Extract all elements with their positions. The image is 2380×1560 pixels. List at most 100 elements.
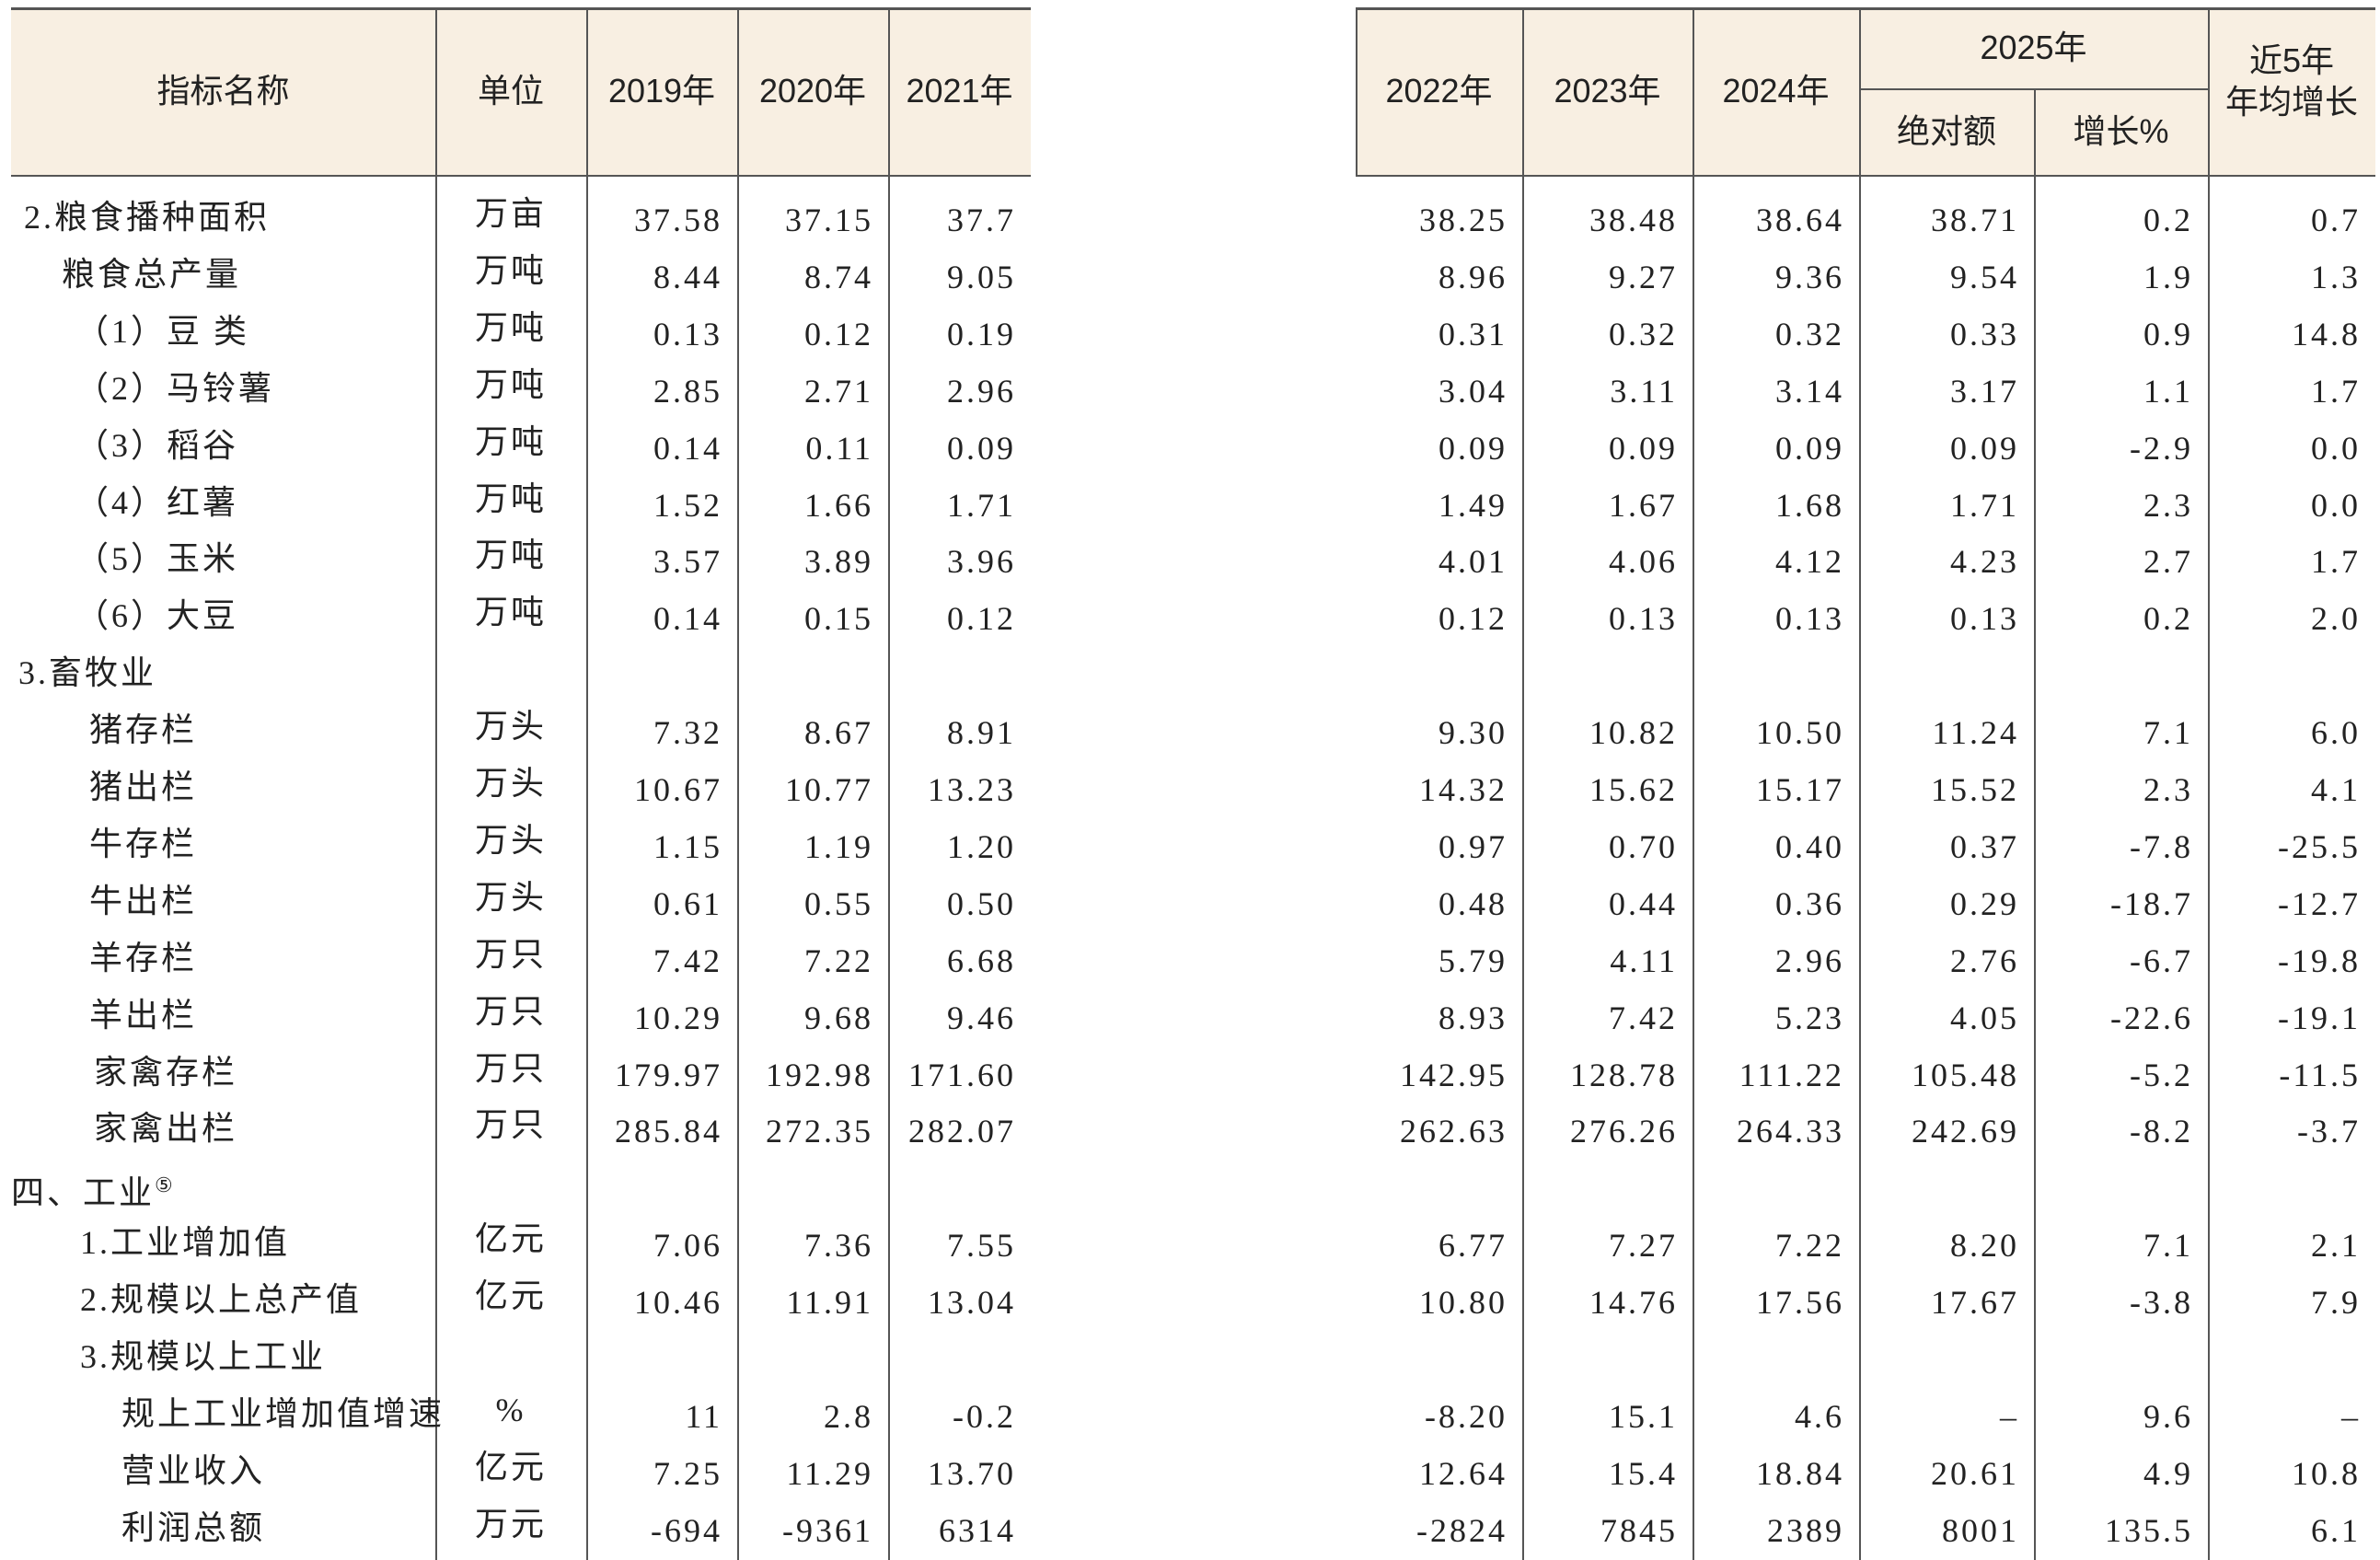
row-value: 5.79 — [1438, 942, 1508, 979]
row-value: 2.8 — [824, 1397, 873, 1435]
row-value: 13.23 — [928, 771, 1016, 808]
row-value: 6.0 — [2311, 714, 2361, 752]
row-value: -18.7 — [2110, 884, 2193, 922]
row-value: 11 — [685, 1397, 722, 1435]
row-value: -19.8 — [2278, 942, 2361, 979]
row-value: 7.25 — [653, 1454, 722, 1492]
row-unit: 万头 — [474, 821, 547, 859]
row-value: -19.1 — [2278, 999, 2361, 1036]
column-line — [1356, 7, 1358, 175]
row-unit: 万只 — [474, 1106, 547, 1144]
row-value: 2.0 — [2311, 600, 2361, 638]
row-value: 3.57 — [653, 543, 722, 581]
row-value: 282.07 — [908, 1113, 1016, 1150]
row-value: 7.06 — [653, 1227, 722, 1265]
row-name: （6）大豆 — [75, 597, 239, 635]
row-value: 11.24 — [1932, 714, 2019, 752]
row-value: 0.61 — [653, 884, 722, 922]
row-name: （1）豆 类 — [75, 312, 250, 350]
row-value: 10.82 — [1589, 714, 1678, 752]
row-value: 15.62 — [1589, 771, 1678, 808]
row-name: 猪存栏 — [89, 711, 198, 749]
row-value: 8.67 — [804, 714, 873, 752]
row-value: 6.68 — [947, 942, 1016, 979]
row-value: 0.13 — [1609, 600, 1678, 638]
row-value: 38.25 — [1419, 202, 1508, 238]
row-unit: 亿元 — [474, 1277, 547, 1315]
row-value: 2.7 — [2143, 543, 2193, 581]
top-rule — [11, 7, 1031, 10]
row-value: 1.71 — [1950, 486, 2019, 524]
column-line — [737, 7, 739, 1560]
row-value: 0.11 — [805, 429, 873, 467]
header-year: 2020年 — [758, 72, 867, 110]
row-name: 猪出栏 — [89, 768, 198, 805]
row-value: 10.29 — [634, 999, 722, 1036]
footnote-mark: ⑤ — [155, 1173, 176, 1197]
row-value: 11.91 — [786, 1284, 873, 1322]
row-value: 1.7 — [2311, 543, 2361, 581]
row-value: 7.42 — [653, 942, 722, 979]
row-value: 7.42 — [1609, 999, 1678, 1036]
row-name: 牛出栏 — [89, 882, 198, 919]
row-value: 242.69 — [1912, 1113, 2019, 1150]
row-name: 牛存栏 — [89, 825, 198, 862]
row-value: 14.8 — [2292, 315, 2361, 352]
row-value: 9.6 — [2143, 1397, 2193, 1435]
row-value: 6.1 — [2311, 1511, 2361, 1549]
row-value: 0.14 — [653, 429, 722, 467]
row-value: 10.77 — [785, 771, 873, 808]
row-value: 0.37 — [1950, 827, 2019, 865]
row-value: 1.67 — [1609, 486, 1678, 524]
row-name: （2）马铃薯 — [75, 369, 275, 407]
row-value: 1.7 — [2311, 372, 2361, 410]
row-value: 2.85 — [653, 372, 722, 410]
row-value: 0.15 — [804, 600, 873, 638]
row-value: 9.36 — [1775, 258, 1844, 295]
row-unit: 万吨 — [474, 308, 547, 346]
row-value: 0.9 — [2143, 315, 2193, 352]
row-value: 8.96 — [1438, 258, 1508, 295]
row-value: 15.1 — [1609, 1397, 1678, 1435]
row-value: 2.96 — [1775, 942, 1844, 979]
row-value: 0.13 — [1950, 600, 2019, 638]
row-value: 17.56 — [1756, 1284, 1844, 1322]
row-value: 38.71 — [1931, 202, 2019, 238]
row-unit: 万吨 — [474, 422, 547, 460]
row-unit: 万吨 — [474, 594, 547, 631]
row-value: 1.15 — [653, 827, 722, 865]
header-sub: 增长% — [2073, 112, 2169, 150]
column-line — [586, 7, 588, 1560]
row-name: 3.规模以上工业 — [80, 1338, 327, 1375]
row-value: -0.2 — [953, 1397, 1016, 1435]
row-value: 262.63 — [1400, 1113, 1508, 1150]
row-value: 18.84 — [1756, 1454, 1844, 1492]
row-value: 111.22 — [1739, 1056, 1844, 1093]
row-name: 2.规模以上总产值 — [80, 1281, 363, 1319]
header-bg — [11, 7, 1031, 175]
header-sub: 绝对额 — [1896, 112, 1996, 150]
row-value: 0.31 — [1438, 315, 1508, 352]
row-value: 142.95 — [1400, 1056, 1508, 1093]
row-name: （4）红薯 — [75, 483, 239, 521]
row-value: 20.61 — [1931, 1454, 2019, 1492]
row-value: 2.1 — [2311, 1227, 2361, 1265]
column-line — [888, 7, 890, 1560]
row-name: 2.粮食播种面积 — [24, 199, 271, 236]
row-value: – — [2000, 1397, 2019, 1435]
row-unit: % — [495, 1391, 526, 1428]
row-name: 羊存栏 — [89, 939, 198, 976]
row-value: 38.48 — [1589, 202, 1678, 238]
row-value: 4.01 — [1438, 543, 1508, 581]
row-value: 179.97 — [615, 1056, 722, 1093]
row-value: 2.3 — [2143, 771, 2193, 808]
row-value: -7.8 — [2130, 827, 2193, 865]
row-value: 128.78 — [1570, 1056, 1678, 1093]
row-unit: 万头 — [474, 765, 547, 802]
row-value: 0.7 — [2311, 202, 2361, 238]
row-value: 0.44 — [1609, 884, 1678, 922]
row-value: 3.89 — [804, 543, 873, 581]
column-line — [1693, 7, 1694, 1560]
row-value: 0.14 — [653, 600, 722, 638]
header-last: 近5年 — [2248, 41, 2335, 79]
